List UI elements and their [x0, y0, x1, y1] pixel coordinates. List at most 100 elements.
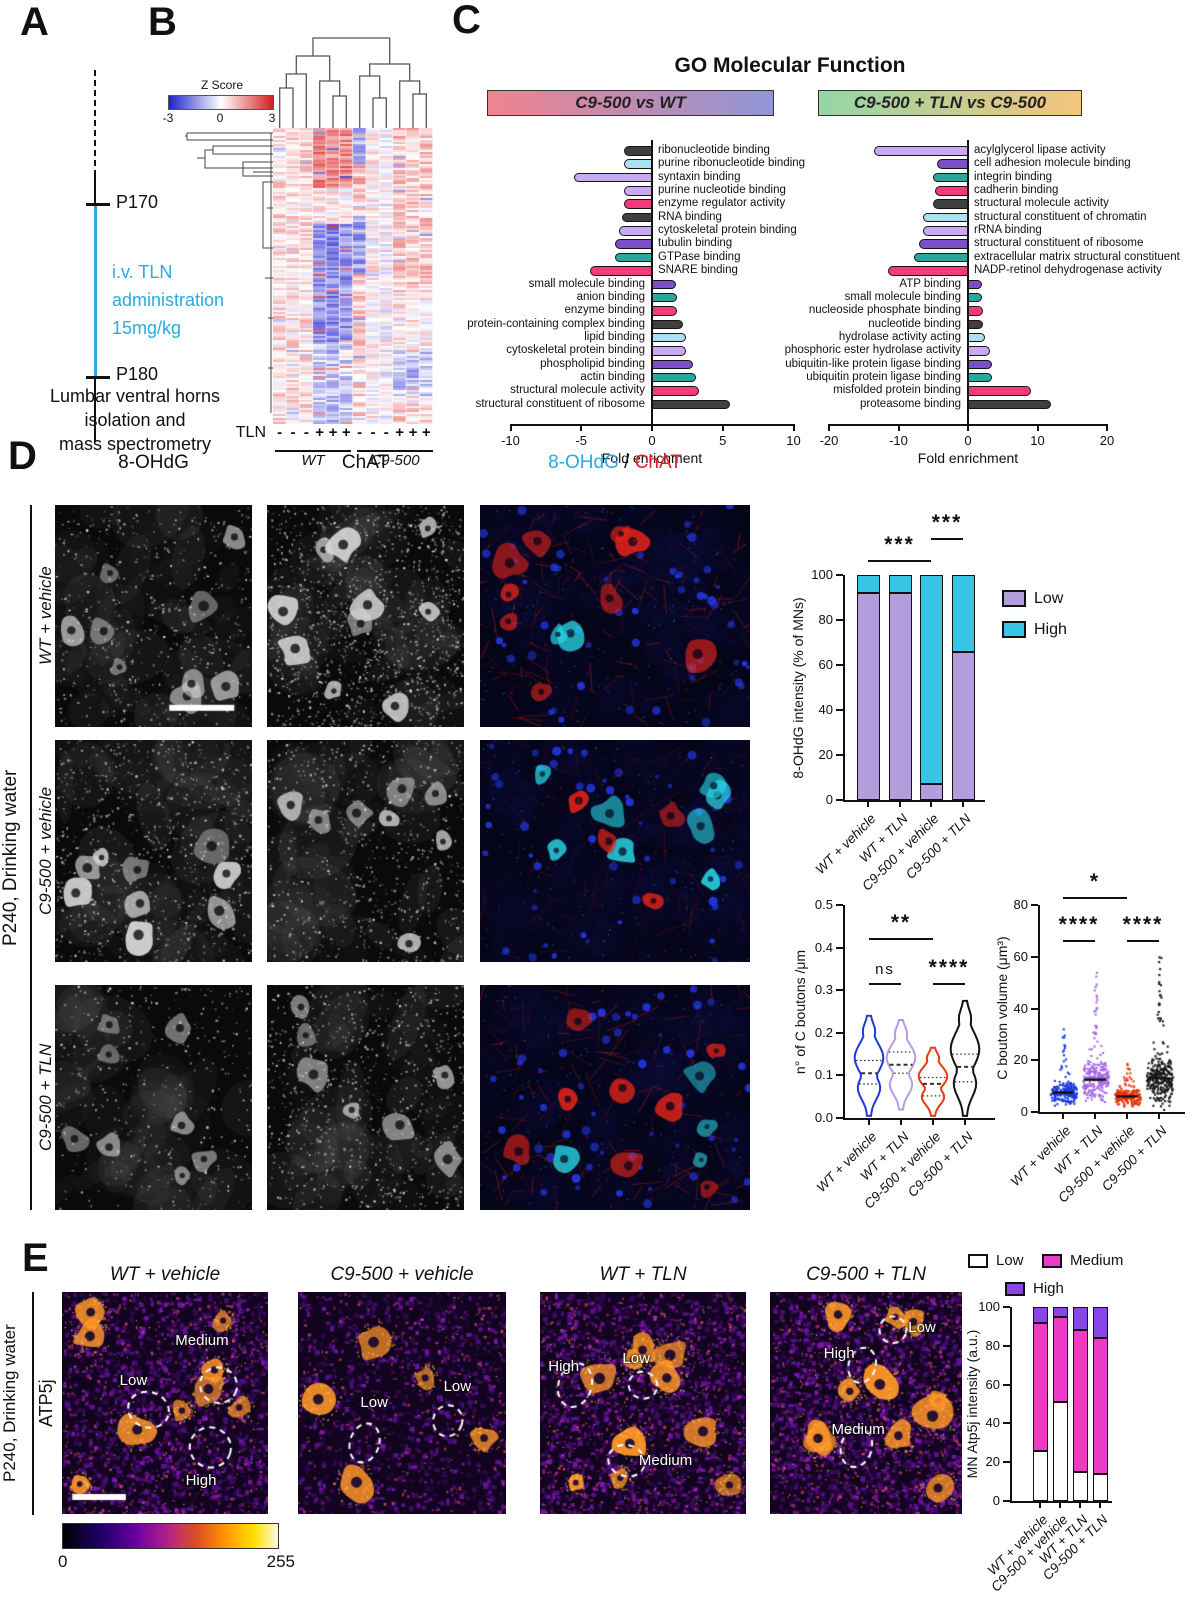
go-term-label: small molecule binding — [844, 290, 961, 303]
go-term-label: enzyme binding — [564, 304, 645, 317]
go-term-label: integrin binding — [974, 170, 1053, 183]
x-tick — [897, 424, 900, 431]
timeline-solid-segment-1 — [94, 176, 96, 204]
y-tick — [1031, 904, 1038, 906]
group-label-c9: C9-500 — [370, 452, 420, 469]
comparison-header-left: C9-500 vs WT — [487, 90, 774, 116]
sig-label: ** — [890, 911, 912, 934]
y-tick — [836, 1031, 843, 1034]
y-tick — [836, 946, 843, 949]
timeline-tick-p180 — [86, 376, 110, 379]
e-title-c9-tln: C9-500 + TLN — [806, 1264, 926, 1285]
y-tick-label: 80 — [1013, 897, 1028, 912]
legend-label-high: High — [1034, 621, 1067, 638]
x-axis — [843, 1118, 995, 1120]
go-term-label: syntaxin binding — [658, 170, 741, 183]
sig-label: *** — [931, 511, 963, 534]
intensity-annotation-high: High — [185, 1471, 217, 1489]
tln-row-label: TLN — [235, 424, 266, 441]
bar-segment-high — [919, 575, 943, 785]
bar-segment-medium — [1072, 1330, 1088, 1472]
micro-image-d-r1-c0 — [55, 740, 252, 962]
x-tick-label: -20 — [819, 433, 839, 448]
y-tick — [1003, 1306, 1010, 1308]
group-label-wt: WT — [301, 452, 325, 469]
timepoint-p170: P170 — [116, 192, 159, 212]
y-tick-label: 0 — [825, 792, 833, 807]
timepoint-p180: P180 — [116, 364, 159, 384]
go-term-label: nucleotide binding — [868, 317, 961, 330]
go-term-label: anion binding — [576, 290, 645, 303]
timeline-treatment-segment — [94, 204, 97, 377]
x-tick — [828, 424, 830, 431]
x-tick-label: 20 — [1099, 433, 1115, 448]
go-bar — [623, 199, 652, 209]
bar-segment-medium — [1032, 1322, 1048, 1451]
go-bar — [933, 172, 968, 183]
tln-value: - — [357, 424, 363, 441]
go-term-label: acylglycerol lipase activity — [974, 144, 1106, 156]
sig-label: * — [1089, 870, 1101, 893]
legend-label-high: High — [1033, 1280, 1064, 1297]
y-tick — [1003, 1422, 1010, 1425]
y-axis-title: MN Atp5j intensity (a.u.) — [964, 1329, 980, 1479]
go-bar — [652, 372, 696, 383]
expression-heatmap — [273, 128, 433, 424]
tln-value: + — [408, 424, 418, 441]
row-dendrogram-path — [185, 132, 273, 413]
y-axis-title: n° of C boutons /μm — [792, 949, 808, 1075]
go-term-label: ATP binding — [899, 277, 961, 290]
y-tick-label: 40 — [818, 702, 833, 717]
x-tick-label: 10 — [1030, 433, 1045, 448]
go-bar — [615, 239, 652, 249]
go-term-label: enzyme regulator activity — [658, 197, 786, 210]
go-bar — [652, 279, 677, 289]
y-tick — [836, 574, 843, 576]
micro-image-d-r1-c1 — [267, 740, 464, 962]
y-tick-label: 0.2 — [814, 1024, 833, 1040]
x-axis — [843, 800, 985, 802]
y-tick-label: 0.3 — [814, 982, 833, 998]
y-tick — [836, 619, 843, 621]
y-tick — [1003, 1344, 1010, 1347]
column-title-chat: ChAT — [341, 452, 390, 473]
bar-segment-low — [1092, 1473, 1108, 1501]
y-tick — [1031, 1111, 1038, 1113]
timeline-dashed-segment — [94, 70, 96, 176]
treatment-line-2: administration — [112, 290, 225, 310]
go-term-label: tubulin binding — [658, 237, 733, 250]
y-tick — [836, 1117, 843, 1119]
x-tick-label: -5 — [575, 433, 588, 448]
tln-value: + — [341, 424, 351, 441]
tln-value: + — [395, 424, 404, 441]
x-tick — [580, 424, 583, 431]
go-term-label: NADP-retinol dehydrogenase activity — [974, 264, 1162, 277]
intensity-annotation-low: Low — [622, 1349, 650, 1367]
intensity-annotation-low: Low — [360, 1394, 388, 1411]
go-term-label: proteasome binding — [859, 397, 961, 410]
y-tick-label: 100 — [978, 1299, 1000, 1314]
legend-swatch-medium — [1042, 1254, 1062, 1268]
go-term-label: cytoskeletal protein binding — [506, 344, 645, 357]
go-bar — [589, 266, 652, 276]
bar-segment-low — [1032, 1450, 1048, 1501]
legend-swatch-low — [968, 1254, 988, 1268]
violin-shape — [949, 999, 981, 1117]
zscore-colorbar — [168, 95, 274, 110]
comparison-header-right: C9-500 + TLN vs C9-500 — [818, 90, 1082, 116]
bar-segment-high — [1052, 1307, 1068, 1317]
x-tick — [1126, 1112, 1128, 1119]
y-tick — [1003, 1500, 1010, 1502]
go-bar — [922, 226, 968, 236]
y-axis-title: C bouton volume (μm³) — [994, 936, 1010, 1080]
go-term-label: structural molecule activity — [974, 197, 1109, 210]
go-term-label: cadherin binding — [974, 184, 1059, 197]
go-term-label: actin binding — [580, 370, 645, 383]
x-axis — [1010, 1501, 1112, 1503]
panel-a-letter: A — [20, 0, 49, 44]
x-tick — [651, 424, 653, 431]
x-tick — [1099, 1501, 1101, 1508]
go-term-label: purine ribonucleotide binding — [658, 157, 806, 170]
column-dendrogram-path — [279, 37, 427, 128]
go-bar — [968, 399, 1052, 410]
